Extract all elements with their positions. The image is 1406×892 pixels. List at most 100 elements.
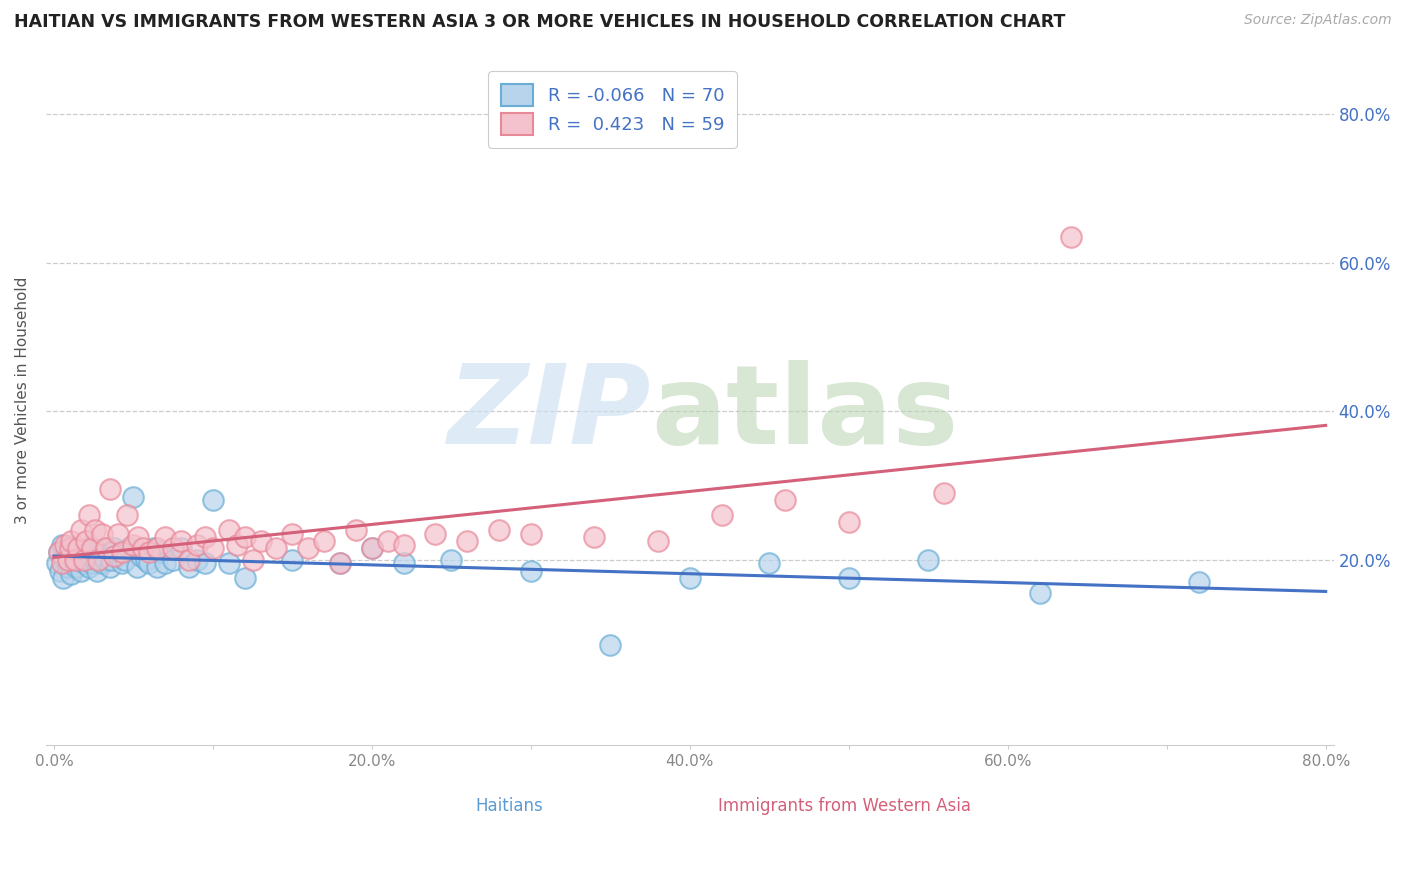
Point [456, 534, 478, 549]
Point [131, 549, 153, 563]
Point [599, 638, 621, 652]
Point [170, 541, 193, 556]
Point [48, 545, 70, 559]
Point [186, 538, 208, 552]
Point [72, 545, 94, 559]
Point [52, 571, 75, 585]
Point [83, 541, 105, 556]
Point [520, 526, 543, 541]
Point [76, 541, 98, 556]
Text: Immigrants from Western Asia: Immigrants from Western Asia [718, 797, 970, 814]
Point [80, 541, 103, 556]
Point [194, 556, 217, 570]
Point [186, 552, 208, 566]
Point [58, 552, 80, 566]
Point [440, 552, 463, 566]
Point [146, 560, 169, 574]
Point [177, 552, 200, 566]
Point [710, 508, 733, 522]
Point [281, 552, 304, 566]
Point [132, 541, 155, 556]
Point [49, 564, 72, 578]
Point [679, 571, 702, 585]
Point [153, 556, 176, 570]
Point [281, 526, 304, 541]
Point [67, 552, 90, 566]
Point [75, 552, 97, 566]
Point [153, 530, 176, 544]
Point [77, 508, 100, 522]
Point [201, 541, 224, 556]
Point [150, 545, 173, 559]
Point [838, 516, 860, 530]
Point [583, 530, 606, 544]
Point [98, 560, 121, 574]
Point [84, 552, 107, 566]
Point [329, 556, 352, 570]
Point [233, 530, 256, 544]
Point [73, 552, 96, 566]
Point [79, 549, 101, 563]
Text: atlas: atlas [651, 360, 959, 467]
Point [135, 552, 157, 566]
Point [60, 567, 83, 582]
Point [138, 556, 160, 570]
Point [314, 534, 336, 549]
Point [127, 530, 149, 544]
Point [91, 549, 114, 563]
Point [934, 485, 956, 500]
Point [114, 552, 136, 566]
Point [520, 564, 543, 578]
Point [46, 556, 69, 570]
Point [218, 523, 240, 537]
Point [392, 538, 415, 552]
Point [94, 552, 117, 566]
Point [1187, 574, 1209, 589]
Point [162, 552, 184, 566]
Point [96, 541, 118, 556]
Point [70, 523, 93, 537]
Point [107, 549, 129, 563]
Point [122, 538, 145, 552]
Point [107, 526, 129, 541]
Point [146, 541, 169, 556]
Point [87, 552, 110, 566]
Point [162, 541, 184, 556]
Y-axis label: 3 or more Vehicles in Household: 3 or more Vehicles in Household [15, 277, 30, 524]
Point [66, 545, 89, 559]
Point [66, 541, 89, 556]
Point [59, 541, 82, 556]
Point [838, 571, 860, 585]
Point [125, 560, 148, 574]
Text: Source: ZipAtlas.com: Source: ZipAtlas.com [1244, 13, 1392, 28]
Point [103, 549, 125, 563]
Point [51, 556, 73, 570]
Point [111, 545, 134, 559]
Point [360, 541, 382, 556]
Point [143, 541, 166, 556]
Point [242, 552, 264, 566]
Point [233, 571, 256, 585]
Point [377, 534, 399, 549]
Point [773, 493, 796, 508]
Point [60, 534, 83, 549]
Point [225, 538, 247, 552]
Point [111, 556, 134, 570]
Point [329, 556, 352, 570]
Point [84, 523, 107, 537]
Point [488, 523, 510, 537]
Point [87, 545, 110, 559]
Point [917, 552, 939, 566]
Point [758, 556, 780, 570]
Point [100, 552, 122, 566]
Text: ZIP: ZIP [447, 360, 651, 467]
Point [58, 560, 80, 574]
Point [201, 493, 224, 508]
Point [70, 564, 93, 578]
Point [53, 538, 76, 552]
Point [96, 541, 118, 556]
Point [297, 541, 319, 556]
Point [360, 541, 382, 556]
Point [115, 508, 138, 522]
Point [425, 526, 447, 541]
